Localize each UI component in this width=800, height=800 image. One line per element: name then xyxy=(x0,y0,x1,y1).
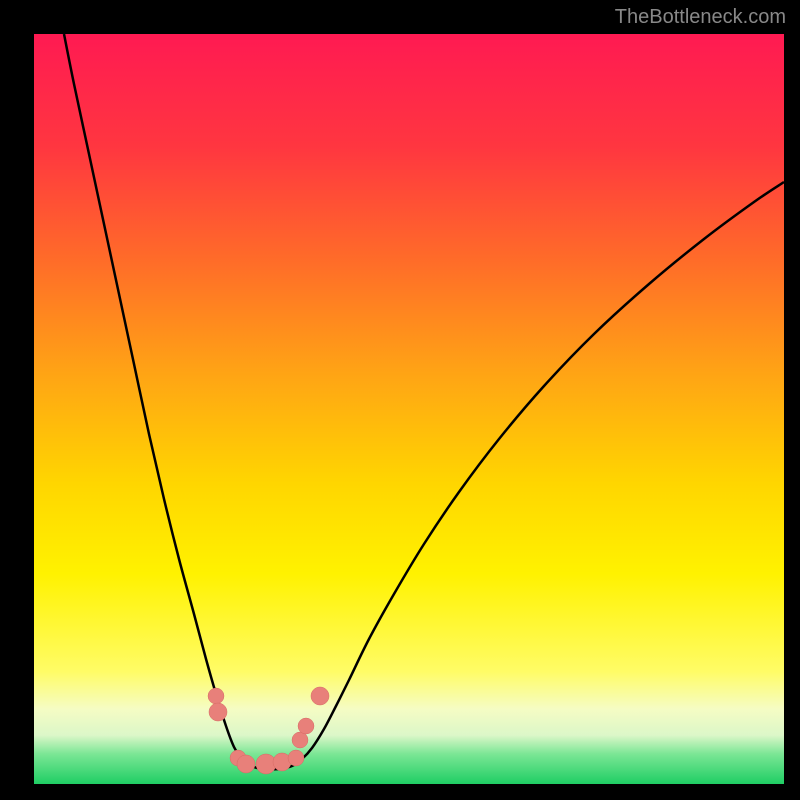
chart-container xyxy=(34,34,784,784)
marker-point xyxy=(298,718,314,734)
bottleneck-chart xyxy=(34,34,784,784)
marker-point xyxy=(209,703,227,721)
marker-point xyxy=(288,750,304,766)
marker-point xyxy=(292,732,308,748)
marker-point xyxy=(208,688,224,704)
chart-background xyxy=(34,34,784,784)
watermark-text: TheBottleneck.com xyxy=(615,6,786,29)
marker-point xyxy=(311,687,329,705)
marker-point xyxy=(237,755,255,773)
